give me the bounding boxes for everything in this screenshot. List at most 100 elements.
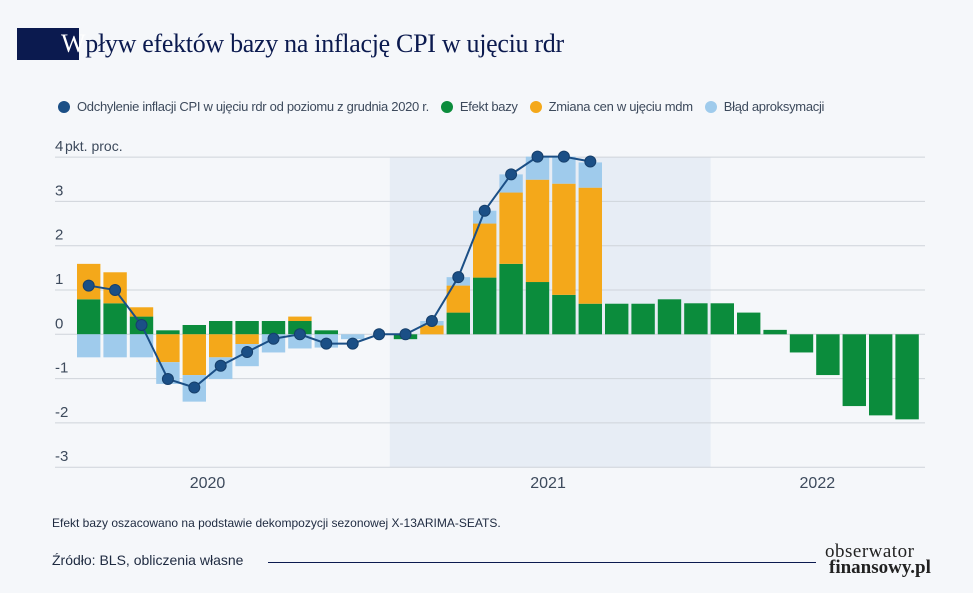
bar-approx-error <box>129 334 154 358</box>
series-point <box>241 346 254 359</box>
bar-approx-error <box>103 334 127 358</box>
legend-item-error: Błąd aproksymacji <box>704 99 825 114</box>
bar-base-effect <box>473 277 497 335</box>
series-point <box>109 284 122 296</box>
bar-base-effect <box>314 330 338 335</box>
bar-approx-error <box>578 162 602 188</box>
series-point <box>161 373 174 386</box>
bar-base-effect <box>288 321 312 335</box>
bar-base-effect <box>631 303 655 335</box>
legend-item-base: Efekt bazy <box>440 99 518 114</box>
series-point <box>82 279 95 292</box>
legend-label: Odchylenie inflacji CPI w ujęciu rdr od … <box>77 99 429 114</box>
bar-base-effect <box>684 303 708 335</box>
y-tick-label: 2 <box>55 227 63 244</box>
title-text: pływ efektów bazy na inflację CPI w ujęc… <box>85 29 564 58</box>
bar-base-effect <box>103 303 127 335</box>
bar-approx-error <box>499 174 523 193</box>
series-point <box>478 204 491 217</box>
bar-base-effect <box>789 334 814 353</box>
bar-mom-change <box>473 223 497 278</box>
bar-mom-change <box>420 325 444 335</box>
x-tick-label: 2020 <box>190 475 226 492</box>
bar-approx-error <box>341 334 365 340</box>
bar-base-effect <box>499 263 523 335</box>
series-point <box>214 359 227 372</box>
series-point <box>188 381 201 394</box>
y-tick-label: -3 <box>55 448 68 465</box>
bar-mom-change <box>499 192 523 264</box>
bar-base-effect <box>657 299 682 335</box>
bar-base-effect <box>737 312 761 335</box>
legend-label: Zmiana cen w ujęciu mdm <box>548 99 693 114</box>
series-point <box>584 155 597 168</box>
title-accent-box <box>17 28 79 60</box>
title-first-letter: W <box>61 29 86 58</box>
bar-mom-change <box>525 179 550 283</box>
bar-approx-error <box>525 156 550 180</box>
legend-dot-icon <box>529 100 542 113</box>
bar-base-effect <box>209 321 233 335</box>
logo: obserwator finansowy.pl <box>825 541 931 578</box>
x-tick-label: 2021 <box>530 475 566 492</box>
y-tick-label: -2 <box>55 404 68 421</box>
legend-item-mom: Zmiana cen w ujęciu mdm <box>529 99 693 114</box>
bar-base-effect <box>235 321 259 335</box>
bar-approx-error <box>473 210 497 224</box>
bar-base-effect <box>552 294 576 335</box>
y-tick-label: 3 <box>55 182 63 199</box>
bar-mom-change <box>578 187 602 304</box>
bar-base-effect <box>446 312 470 335</box>
x-tick-label: 2022 <box>800 475 836 492</box>
bar-mom-change <box>129 307 154 317</box>
series-point <box>557 150 570 163</box>
bar-approx-error <box>552 156 576 184</box>
bar-approx-error <box>288 334 312 349</box>
bar-mom-change <box>182 334 206 376</box>
bar-base-effect <box>816 334 840 376</box>
shaded-period <box>389 157 711 468</box>
y-tick-label: 4 <box>55 138 63 155</box>
series-point <box>505 168 518 181</box>
legend-dot-icon <box>704 100 717 113</box>
bar-base-effect <box>895 334 919 420</box>
series-point <box>135 318 148 331</box>
bar-mom-change <box>552 183 576 295</box>
legend: Odchylenie inflacji CPI w ujęciu rdr od … <box>58 99 836 114</box>
series-point <box>531 150 544 163</box>
series-point <box>346 337 359 350</box>
bar-base-effect <box>842 334 866 407</box>
bar-mom-change <box>156 334 180 363</box>
source-text: Źródło: BLS, obliczenia własne <box>52 552 244 568</box>
bar-base-effect <box>77 299 101 335</box>
legend-dot-icon <box>440 100 453 113</box>
series-point <box>373 328 386 341</box>
bar-base-effect <box>261 321 286 335</box>
bar-base-effect <box>710 303 734 335</box>
bar-mom-change <box>446 285 470 313</box>
y-tick-label: 1 <box>55 271 63 288</box>
series-point <box>425 315 438 328</box>
series-point <box>452 271 465 284</box>
bar-base-effect <box>156 330 180 335</box>
y-axis-label: pkt. proc. <box>65 138 123 154</box>
bar-base-effect <box>605 303 629 335</box>
legend-label: Błąd aproksymacji <box>723 99 825 114</box>
bar-base-effect <box>869 334 893 416</box>
bar-mom-change <box>235 334 259 345</box>
bar-base-effect <box>182 324 206 335</box>
bar-base-effect <box>525 282 550 335</box>
series-point <box>399 328 412 341</box>
divider <box>268 562 816 563</box>
legend-item-line: Odchylenie inflacji CPI w ujęciu rdr od … <box>58 99 429 114</box>
bar-base-effect <box>763 329 787 335</box>
bar-mom-change <box>288 316 312 322</box>
series-point <box>267 332 280 345</box>
y-tick-label: -1 <box>55 360 68 377</box>
legend-dot-icon <box>58 100 70 113</box>
series-point <box>320 337 333 350</box>
bar-mom-change <box>209 334 233 358</box>
bar-approx-error <box>77 334 101 358</box>
chart-title: Wpływ efektów bazy na inflację CPI w uję… <box>17 28 564 60</box>
legend-label: Efekt bazy <box>459 99 518 114</box>
